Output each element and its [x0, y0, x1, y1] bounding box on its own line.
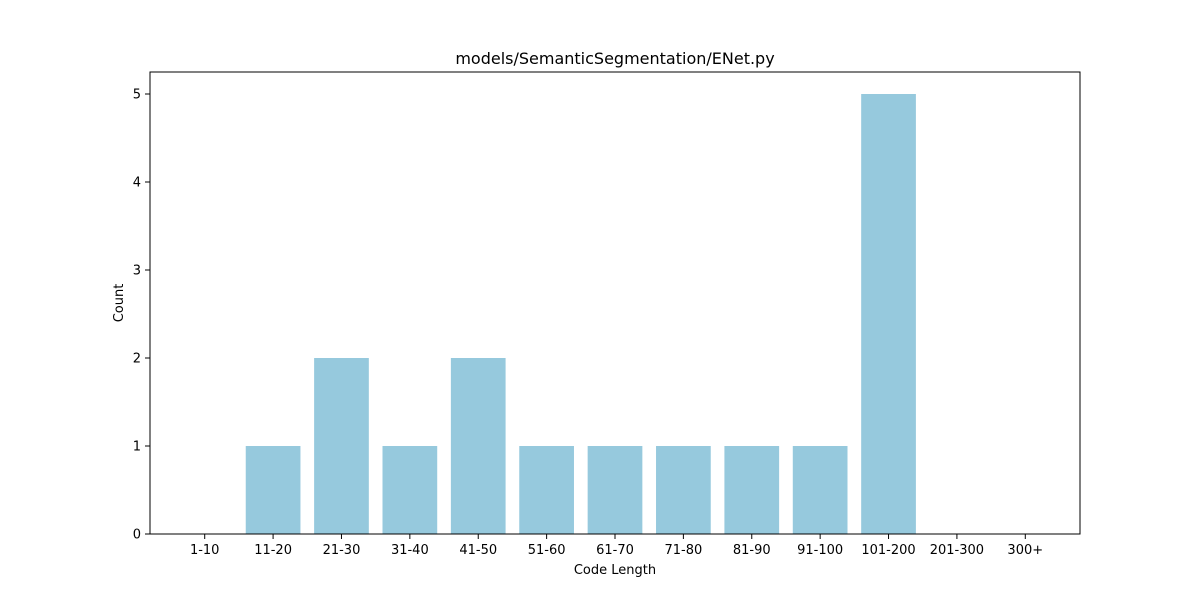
bars-group [245, 94, 916, 534]
x-tick-label: 51-60 [528, 543, 566, 558]
x-tick-label: 81-90 [733, 543, 771, 558]
y-axis: 0 1 2 3 4 5 [133, 88, 150, 543]
x-tick-label: 300+ [1007, 543, 1043, 558]
bar-31-40 [382, 446, 438, 534]
x-axis: 1-10 11-20 21-30 31-40 41-50 51-60 61-70 71-80 8… [190, 534, 1043, 558]
y-tick-label: 4 [133, 176, 141, 191]
x-tick-label: 21-30 [323, 543, 361, 558]
chart-title: models/SemanticSegmentation/ENet.py [455, 49, 774, 68]
bar-11-20 [245, 446, 301, 534]
y-axis-label: Count [112, 284, 127, 323]
x-tick-label: 31-40 [391, 543, 429, 558]
y-tick-label: 3 [133, 264, 141, 279]
x-tick-label: 1-10 [190, 543, 220, 558]
bar-21-30 [314, 358, 369, 534]
y-tick-label: 5 [133, 88, 141, 103]
y-tick-label: 1 [133, 440, 141, 455]
x-tick-label: 61-70 [596, 543, 634, 558]
bar-41-50 [450, 358, 506, 534]
bar-61-70 [587, 446, 643, 534]
x-axis-label: Code Length [574, 563, 656, 578]
bar-81-90 [724, 446, 780, 534]
bar-101-200 [861, 94, 916, 534]
y-tick-label: 0 [133, 528, 141, 543]
bar-71-80 [656, 446, 711, 534]
x-tick-label: 11-20 [254, 543, 292, 558]
x-tick-label: 201-300 [930, 543, 984, 558]
bar-91-100 [792, 446, 848, 534]
y-tick-label: 2 [133, 352, 141, 367]
x-tick-label: 71-80 [664, 543, 702, 558]
x-tick-label: 41-50 [459, 543, 497, 558]
x-tick-label: 91-100 [797, 543, 843, 558]
x-tick-label: 101-200 [861, 543, 915, 558]
bar-51-60 [519, 446, 574, 534]
